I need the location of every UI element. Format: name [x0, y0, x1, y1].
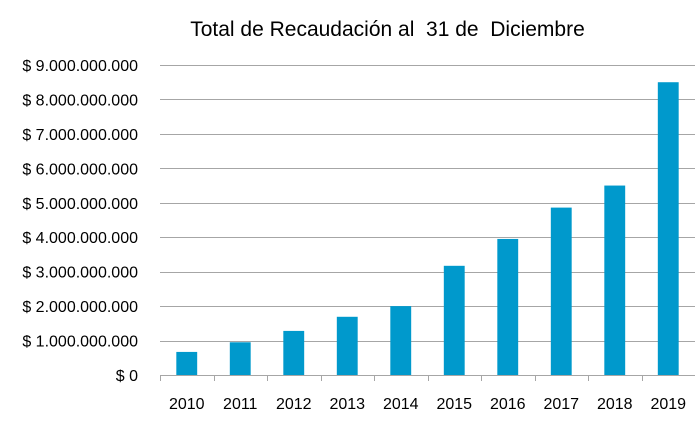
x-tick-label: 2015	[436, 396, 472, 413]
y-tick-label: $ 9.000.000.000	[22, 58, 138, 75]
x-tick-label: 2019	[650, 396, 686, 413]
bar	[497, 238, 519, 375]
bars	[176, 82, 679, 375]
x-tick-label: 2014	[383, 396, 419, 413]
y-tick-label: $ 0	[116, 368, 138, 385]
y-tick-label: $ 4.000.000.000	[22, 230, 138, 247]
y-tick-label: $ 3.000.000.000	[22, 265, 138, 282]
x-tick-label: 2011	[223, 396, 258, 413]
y-tick-label: $ 5.000.000.000	[22, 196, 138, 213]
y-tick-label: $ 2.000.000.000	[22, 299, 138, 316]
bar	[283, 330, 305, 375]
bar	[604, 185, 626, 375]
x-tick-label: 2016	[490, 396, 526, 413]
bar	[657, 82, 679, 375]
bar	[176, 351, 198, 375]
bar	[443, 265, 465, 375]
x-tick-label: 2018	[597, 396, 633, 413]
x-tick-label: 2013	[329, 396, 365, 413]
chart-title: Total de Recaudación al 31 de Diciembre	[190, 18, 585, 41]
bar	[390, 306, 412, 375]
bar	[550, 207, 572, 375]
x-tick-label: 2010	[169, 396, 205, 413]
bar	[229, 342, 251, 375]
y-tick-label: $ 1.000.000.000	[22, 334, 138, 351]
axes	[160, 375, 695, 381]
bar	[336, 316, 358, 375]
y-tick-label: $ 6.000.000.000	[22, 161, 138, 178]
x-tick-labels: 2010 2011 2012 2013 2014 2015 2016 2017 2018 2019	[169, 396, 686, 413]
x-tick-label: 2012	[276, 396, 312, 413]
y-tick-label: $ 7.000.000.000	[22, 127, 138, 144]
y-tick-labels: $ 0 $ 1.000.000.000 $ 2.000.000.000 $ 3.000…	[22, 58, 138, 385]
y-tick-label: $ 8.000.000.000	[22, 92, 138, 109]
gridlines	[160, 65, 695, 342]
x-tick-label: 2017	[543, 396, 579, 413]
